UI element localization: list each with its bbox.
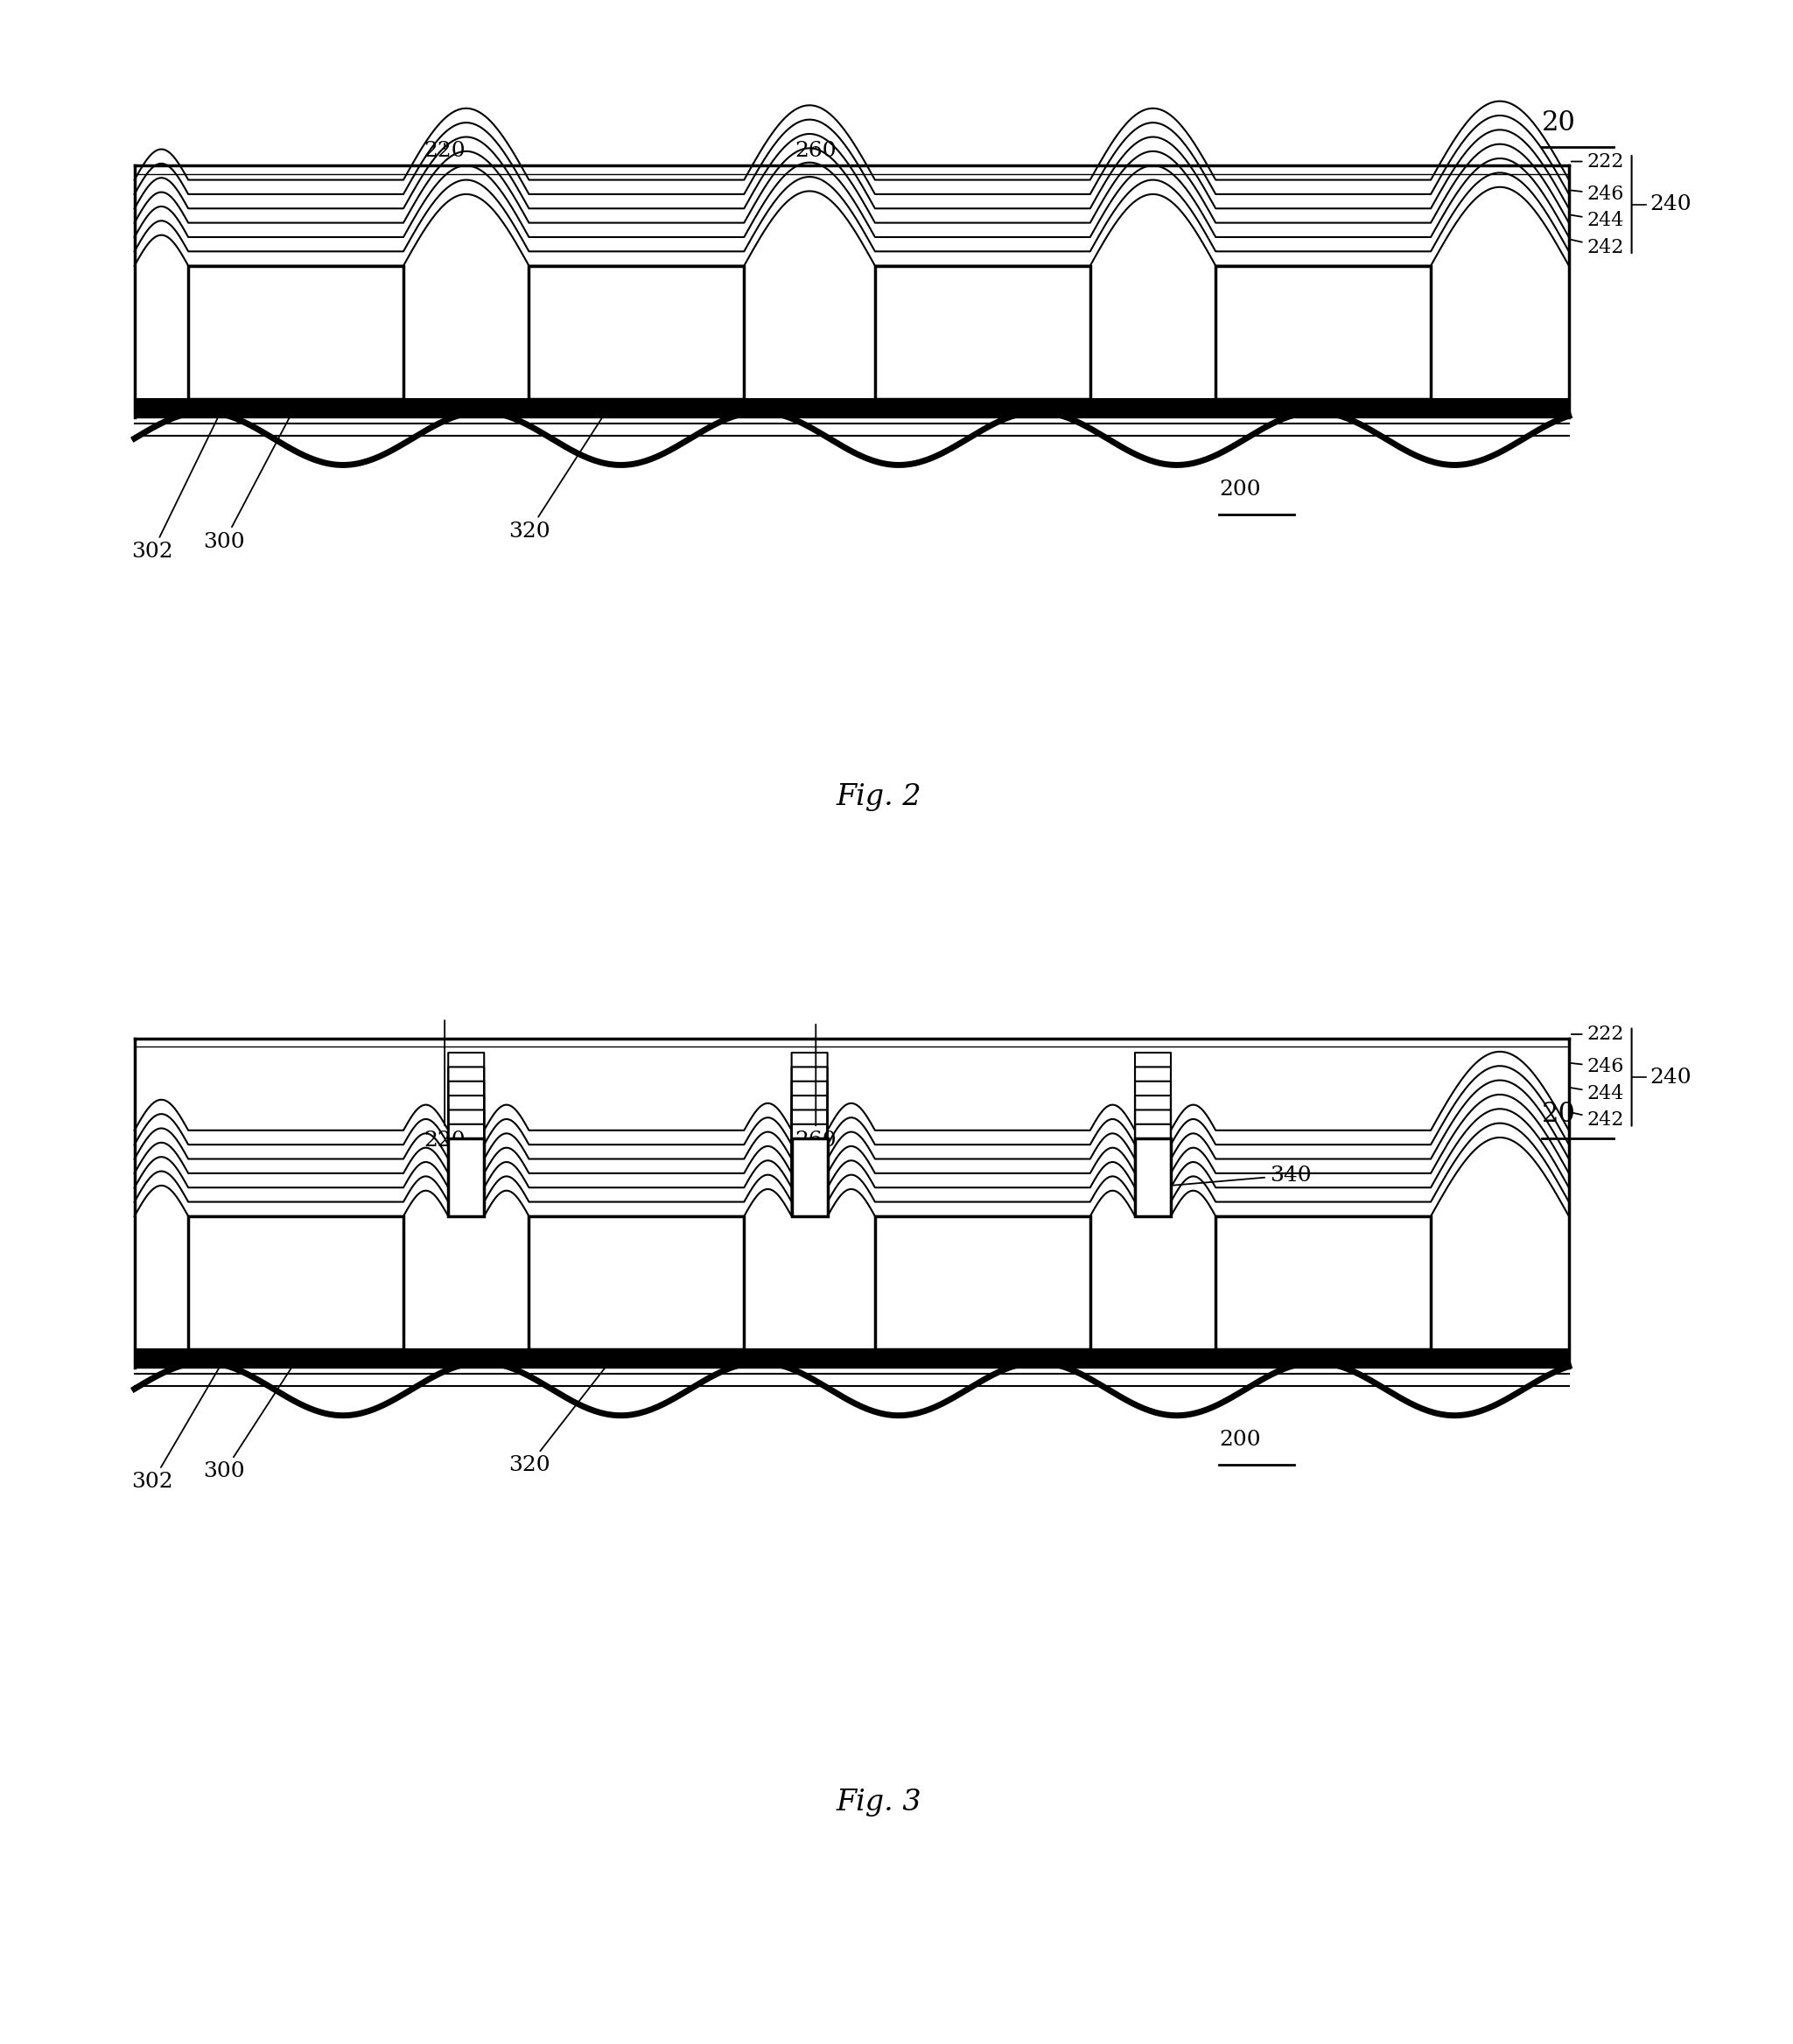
Polygon shape (1216, 1216, 1431, 1349)
Text: 340: 340 (1173, 1165, 1311, 1186)
Text: 200: 200 (1219, 1431, 1260, 1449)
Text: 300: 300 (203, 380, 308, 552)
Text: 320: 320 (507, 380, 626, 542)
Text: 246: 246 (1571, 184, 1624, 204)
Polygon shape (1216, 266, 1431, 399)
Text: 300: 300 (203, 1341, 308, 1482)
Text: 260: 260 (794, 1024, 837, 1151)
Polygon shape (529, 266, 744, 399)
Polygon shape (188, 1216, 403, 1349)
Polygon shape (448, 1139, 484, 1216)
Text: Fig. 2: Fig. 2 (836, 783, 922, 811)
Polygon shape (529, 1216, 744, 1349)
Text: 240: 240 (1650, 194, 1691, 215)
Polygon shape (188, 266, 403, 399)
Text: 302: 302 (131, 1331, 240, 1492)
Polygon shape (1135, 1139, 1171, 1216)
Text: 222: 222 (1571, 151, 1624, 172)
Text: 242: 242 (1571, 1110, 1624, 1130)
Text: 246: 246 (1571, 1057, 1624, 1077)
Text: 222: 222 (1571, 1024, 1624, 1044)
Text: 302: 302 (131, 370, 240, 562)
Polygon shape (875, 266, 1090, 399)
Text: Fig. 3: Fig. 3 (836, 1788, 922, 1817)
Text: 240: 240 (1650, 1067, 1691, 1087)
Polygon shape (791, 1139, 827, 1216)
Text: 242: 242 (1571, 237, 1624, 258)
Text: 260: 260 (794, 141, 837, 161)
Text: 220: 220 (423, 141, 466, 161)
Text: 320: 320 (507, 1341, 626, 1476)
Text: 220: 220 (423, 1020, 466, 1151)
Text: 244: 244 (1571, 211, 1624, 231)
Text: 20: 20 (1542, 108, 1576, 137)
Text: 244: 244 (1571, 1083, 1624, 1104)
Text: 20: 20 (1542, 1100, 1576, 1128)
Text: 200: 200 (1219, 480, 1260, 499)
Polygon shape (875, 1216, 1090, 1349)
